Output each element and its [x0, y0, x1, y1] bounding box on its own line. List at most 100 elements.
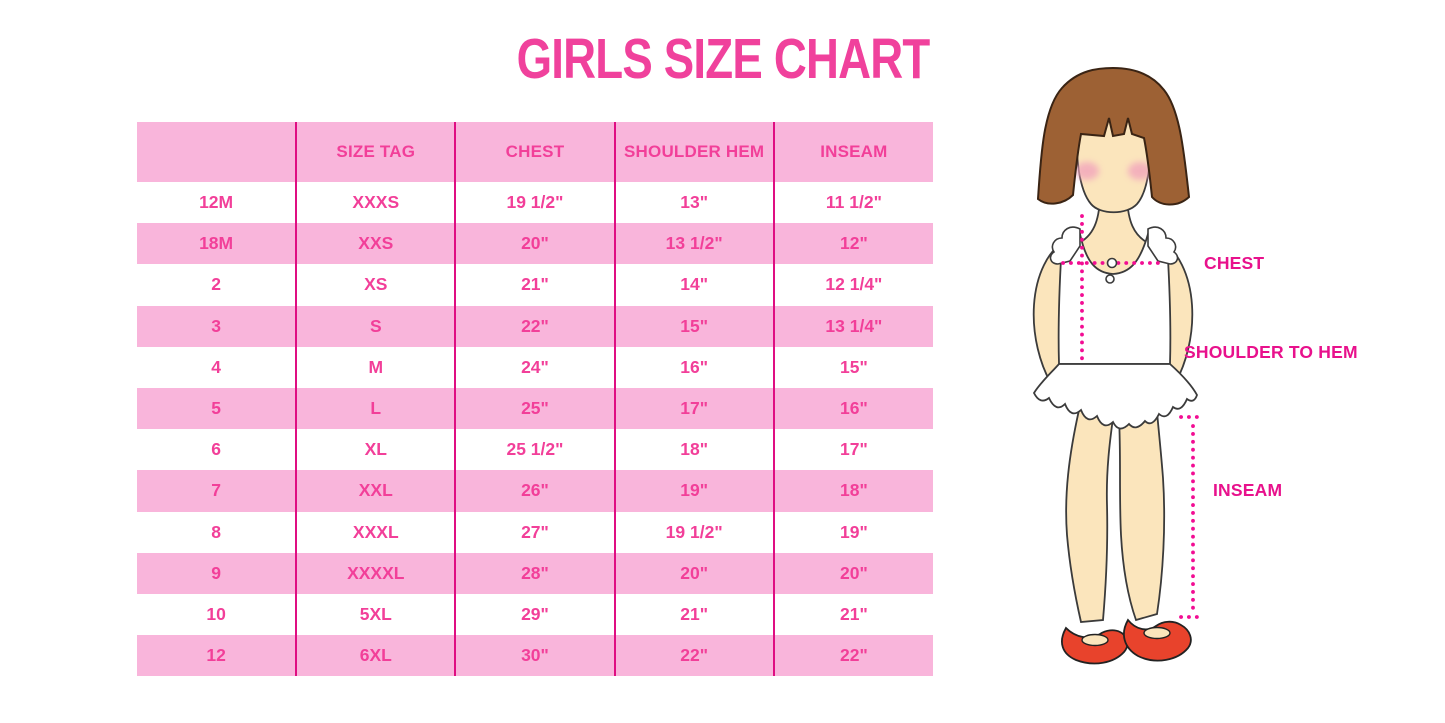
table-cell: 18M [137, 223, 297, 265]
table-cell: M [295, 346, 456, 388]
table-cell: 11 1/2" [772, 182, 933, 224]
girl-top-bodice [1057, 232, 1172, 365]
table-cell: 6 [137, 429, 297, 471]
table-cell: 18" [613, 429, 774, 471]
table-body: 12M XXXS 19 1/2" 13" 11 1/2" 18M XXS 20"… [137, 182, 933, 677]
table-cell: 22" [454, 305, 615, 347]
table-cell: 22" [772, 635, 933, 677]
table-cell: 13 1/2" [613, 223, 774, 265]
table-cell: 3 [137, 305, 297, 347]
table-row: 12M XXXS 19 1/2" 13" 11 1/2" [137, 182, 933, 224]
table-cell: XS [295, 264, 456, 306]
table-row: 2 XS 21" 14" 12 1/4" [137, 264, 933, 306]
table-cell: 29" [454, 593, 615, 636]
table-row: 8 XXXL 27" 19 1/2" 19" [137, 511, 933, 553]
table-row: 10 5XL 29" 21" 21" [137, 593, 933, 636]
table-cell: XXXXL [295, 552, 456, 594]
table-cell: 19" [772, 511, 933, 553]
table-cell: 13 1/4" [772, 305, 933, 347]
table-cell: 21" [613, 593, 774, 636]
blush-left [1075, 162, 1099, 180]
shoe-right-opening [1143, 626, 1171, 640]
girl-shoes [1061, 618, 1192, 665]
table-cell: 22" [613, 635, 774, 677]
table-cell: 12 [137, 635, 297, 677]
table-cell: 8 [137, 511, 297, 553]
table-cell: 6XL [295, 635, 456, 677]
girl-ruffle-left [1049, 226, 1081, 265]
column-header-size-tag: SIZE TAG [295, 122, 456, 182]
table-row: 4 M 24" 16" 15" [137, 346, 933, 388]
table-cell: 16" [772, 387, 933, 430]
table-row: 7 XXL 26" 19" 18" [137, 470, 933, 512]
table-cell: XL [295, 429, 456, 471]
table-cell: 21" [772, 593, 933, 636]
column-header-shoulder-hem: SHOULDER HEM [613, 122, 774, 182]
table-cell: 26" [454, 470, 615, 512]
table-cell: 5 [137, 387, 297, 430]
table-cell: S [295, 305, 456, 347]
table-header: SIZE TAG CHEST SHOULDER HEM INSEAM [137, 122, 933, 182]
table-cell: L [295, 387, 456, 430]
table-cell: 25" [454, 387, 615, 430]
top-button-2 [1105, 274, 1115, 284]
table-row: 12 6XL 30" 22" 22" [137, 635, 933, 677]
top-button-1 [1106, 257, 1118, 269]
table-cell: 4 [137, 346, 297, 388]
table-cell: 12" [772, 223, 933, 265]
table-cell: 13" [613, 182, 774, 224]
table-cell: 12 1/4" [772, 264, 933, 306]
shoulder-to-hem-label: SHOULDER TO HEM [1184, 342, 1358, 362]
table-cell: 12M [137, 182, 297, 224]
girl-hair [1036, 66, 1191, 206]
table-cell: 15" [772, 346, 933, 388]
table-cell: 20" [613, 552, 774, 594]
column-header-blank [137, 122, 297, 182]
table-cell: 25 1/2" [454, 429, 615, 471]
table-cell: 19 1/2" [454, 182, 615, 224]
table-row: 6 XL 25 1/2" 18" 17" [137, 429, 933, 471]
inseam-label: INSEAM [1213, 480, 1283, 500]
table-cell: 24" [454, 346, 615, 388]
table-cell: 20" [772, 552, 933, 594]
table-cell: XXL [295, 470, 456, 512]
table-row: 3 S 22" 15" 13 1/4" [137, 305, 933, 347]
header-row: SIZE TAG CHEST SHOULDER HEM INSEAM [137, 122, 933, 182]
table-cell: 18" [772, 470, 933, 512]
girl-leg-left [1065, 408, 1115, 623]
girl-leg-right [1118, 410, 1166, 622]
table-cell: 15" [613, 305, 774, 347]
shoe-right [1123, 618, 1192, 662]
column-header-inseam: INSEAM [772, 122, 933, 182]
table-cell: 20" [454, 223, 615, 265]
table-row: 18M XXS 20" 13 1/2" 12" [137, 223, 933, 265]
table-cell: 5XL [295, 593, 456, 636]
table-cell: 27" [454, 511, 615, 553]
table-cell: 21" [454, 264, 615, 306]
table-cell: XXXS [295, 182, 456, 224]
table-cell: 2 [137, 264, 297, 306]
shoe-left-opening [1081, 633, 1109, 647]
girl-ruffle-right [1147, 226, 1179, 265]
table-cell: 7 [137, 470, 297, 512]
size-chart-table: SIZE TAG CHEST SHOULDER HEM INSEAM 12M X… [137, 122, 933, 677]
table-row: 5 L 25" 17" 16" [137, 387, 933, 430]
girl-measurement-illustration [1032, 66, 1206, 665]
table-cell: 17" [613, 387, 774, 430]
girl-skirt [1032, 363, 1198, 430]
column-header-chest: CHEST [454, 122, 615, 182]
table-row: 9 XXXXL 28" 20" 20" [137, 552, 933, 594]
chest-label: CHEST [1204, 253, 1265, 273]
blush-right [1128, 162, 1152, 180]
table-cell: 17" [772, 429, 933, 471]
table-cell: 19 1/2" [613, 511, 774, 553]
table-cell: 28" [454, 552, 615, 594]
table-cell: 9 [137, 552, 297, 594]
table-cell: 10 [137, 593, 297, 636]
table-cell: 30" [454, 635, 615, 677]
table-cell: XXS [295, 223, 456, 265]
table-cell: XXXL [295, 511, 456, 553]
table-cell: 14" [613, 264, 774, 306]
table-cell: 16" [613, 346, 774, 388]
